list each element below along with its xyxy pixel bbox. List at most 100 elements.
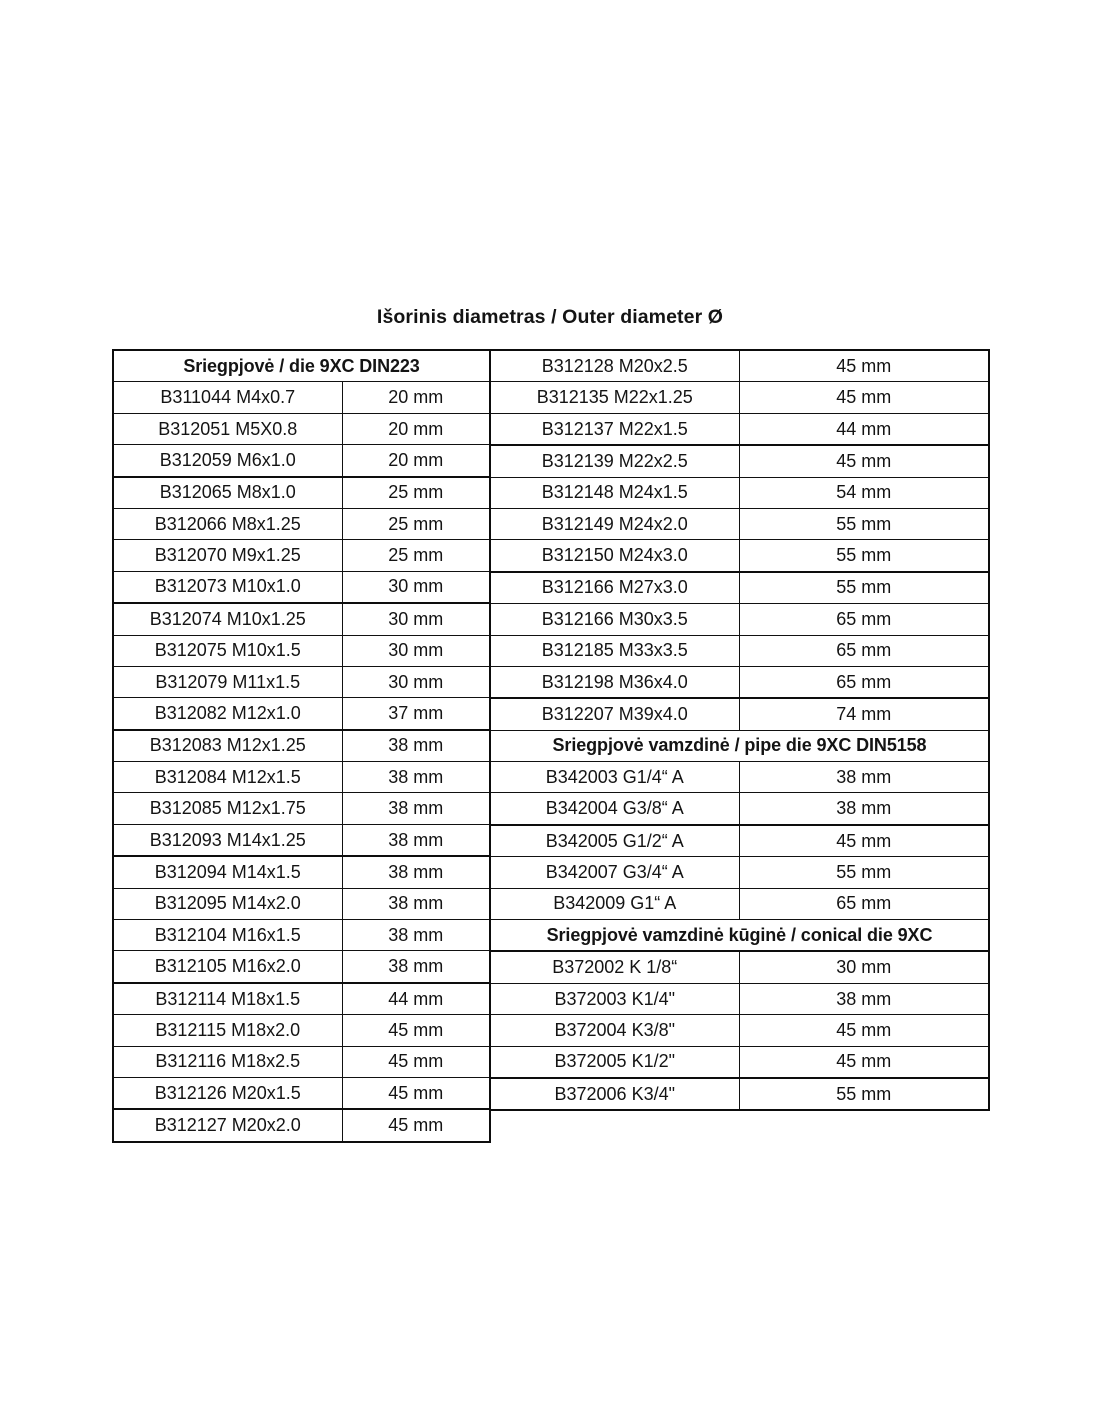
product-code-cell: B312059 M6x1.0	[112, 444, 343, 478]
outer-diameter-cell: 25 mm	[341, 476, 492, 509]
product-code-cell: B342005 G1/2“ A	[489, 824, 740, 858]
table-row: B312207 M39x4.0 74 mm	[489, 697, 990, 731]
table-row: B342009 G1“ A 65 mm	[489, 887, 990, 921]
outer-diameter-cell: 20 mm	[341, 444, 492, 478]
table-row: B312185 M33x3.5 65 mm	[489, 634, 990, 667]
product-code-cell: B372004 K3/8"	[489, 1014, 740, 1047]
table-row: B312082 M12x1.0 37 mm	[112, 697, 492, 731]
table-row: B312166 M27x3.0 55 mm	[489, 571, 990, 605]
outer-diameter-cell: 30 mm	[341, 570, 492, 605]
product-code-cell: B312198 M36x4.0	[489, 665, 740, 700]
product-code-cell: B342009 G1“ A	[489, 887, 740, 921]
table-row: B372005 K1/2" 45 mm	[489, 1045, 990, 1079]
table-row: B342003 G1/4“ A 38 mm	[489, 761, 990, 794]
product-code-cell: B372005 K1/2"	[489, 1045, 740, 1079]
product-code-cell: B312139 M22x2.5	[489, 444, 740, 478]
outer-diameter-cell: 45 mm	[341, 1076, 492, 1111]
product-code-cell: B312085 M12x1.75	[112, 792, 343, 825]
outer-diameter-cell: 44 mm	[738, 412, 990, 447]
die-table-right: B312128 M20x2.5 45 mm B312135 M22x1.25 45 m…	[489, 349, 990, 1112]
outer-diameter-cell: 30 mm	[738, 950, 990, 984]
table-row: B312115 M18x2.0 45 mm	[112, 1014, 492, 1047]
table-row: B312051 M5X0.8 20 mm	[112, 412, 492, 446]
product-code-cell: B312150 M24x3.0	[489, 539, 740, 573]
outer-diameter-cell: 38 mm	[738, 792, 990, 826]
outer-diameter-cell: 55 mm	[738, 1077, 990, 1112]
table-row: B312073 M10x1.0 30 mm	[112, 570, 492, 605]
table-row: B342007 G3/4“ A 55 mm	[489, 856, 990, 889]
outer-diameter-cell: 55 mm	[738, 571, 990, 605]
product-code-cell: B342004 G3/8“ A	[489, 792, 740, 826]
table-row: B312066 M8x1.25 25 mm	[112, 507, 492, 541]
product-code-cell: B312093 M14x1.25	[112, 823, 343, 858]
outer-diameter-cell: 55 mm	[738, 856, 990, 889]
outer-diameter-cell: 54 mm	[738, 476, 990, 509]
product-code-cell: B312185 M33x3.5	[489, 634, 740, 667]
table-row: B312074 M10x1.25 30 mm	[112, 602, 492, 636]
table-row: B312114 M18x1.5 44 mm	[112, 982, 492, 1016]
product-code-cell: B312073 M10x1.0	[112, 570, 343, 605]
product-code-cell: B312166 M30x3.5	[489, 603, 740, 636]
table-row: B312083 M12x1.25 38 mm	[112, 729, 492, 763]
outer-diameter-cell: 20 mm	[341, 381, 492, 414]
table-row: B312137 M22x1.5 44 mm	[489, 412, 990, 447]
table-row: B312094 M14x1.5 38 mm	[112, 855, 492, 889]
product-code-cell: B372003 K1/4"	[489, 982, 740, 1016]
product-code-cell: B312137 M22x1.5	[489, 412, 740, 447]
product-code-cell: B312116 M18x2.5	[112, 1045, 343, 1078]
table-section-row: Sriegpjovė / die 9XC DIN223	[111, 349, 492, 383]
table-row: B312166 M30x3.5 65 mm	[489, 603, 990, 636]
product-code-cell: B312065 M8x1.0	[112, 476, 343, 509]
product-code-cell: B372002 K 1/8“	[489, 950, 740, 984]
outer-diameter-cell: 65 mm	[738, 634, 990, 667]
table-row: B372003 K1/4" 38 mm	[489, 982, 990, 1016]
outer-diameter-cell: 37 mm	[341, 697, 492, 731]
product-code-cell: B312128 M20x2.5	[489, 349, 740, 383]
outer-diameter-cell: 38 mm	[341, 950, 492, 984]
product-code-cell: B312148 M24x1.5	[489, 476, 740, 509]
table-row: B312075 M10x1.5 30 mm	[112, 634, 492, 667]
product-code-cell: B312105 M16x2.0	[112, 950, 343, 984]
section-header-label: Sriegpjovė vamzdinė kūginė / conical die…	[489, 919, 990, 953]
outer-diameter-cell: 30 mm	[341, 634, 492, 667]
outer-diameter-cell: 55 mm	[738, 539, 990, 573]
section-header-label: Sriegpjovė vamzdinė / pipe die 9XC DIN51…	[489, 729, 990, 763]
table-row: B312198 M36x4.0 65 mm	[489, 665, 990, 700]
table-row: B312135 M22x1.25 45 mm	[489, 381, 990, 414]
table-row: B312079 M11x1.5 30 mm	[112, 665, 492, 699]
outer-diameter-cell: 38 mm	[341, 823, 492, 858]
table-row: B312104 M16x1.5 38 mm	[112, 919, 492, 952]
product-code-cell: B312127 M20x2.0	[112, 1108, 343, 1143]
table-row: B312085 M12x1.75 38 mm	[112, 792, 492, 825]
outer-diameter-cell: 38 mm	[341, 855, 492, 889]
outer-diameter-cell: 44 mm	[341, 982, 492, 1016]
table-row: B312084 M12x1.5 38 mm	[112, 761, 492, 794]
table-row: B372006 K3/4" 55 mm	[489, 1077, 990, 1112]
outer-diameter-cell: 55 mm	[738, 507, 990, 541]
outer-diameter-cell: 30 mm	[341, 602, 492, 636]
outer-diameter-cell: 38 mm	[341, 729, 492, 763]
product-code-cell: B312084 M12x1.5	[112, 761, 343, 794]
product-code-cell: B312066 M8x1.25	[112, 507, 343, 541]
outer-diameter-cell: 45 mm	[738, 1014, 990, 1047]
page-title: Išorinis diametras / Outer diameter Ø	[376, 306, 724, 328]
outer-diameter-cell: 45 mm	[341, 1045, 492, 1078]
outer-diameter-cell: 38 mm	[738, 761, 990, 794]
product-code-cell: B312149 M24x2.0	[489, 507, 740, 541]
product-code-cell: B312075 M10x1.5	[112, 634, 343, 667]
outer-diameter-cell: 45 mm	[738, 824, 990, 858]
table-row: B342004 G3/8“ A 38 mm	[489, 792, 990, 826]
product-code-cell: B312079 M11x1.5	[112, 665, 343, 699]
table-row: B312065 M8x1.0 25 mm	[112, 476, 492, 509]
product-code-cell: B312051 M5X0.8	[112, 412, 343, 446]
product-code-cell: B342003 G1/4“ A	[489, 761, 740, 794]
table-row: B312148 M24x1.5 54 mm	[489, 476, 990, 509]
outer-diameter-cell: 30 mm	[341, 665, 492, 699]
table-row: B312127 M20x2.0 45 mm	[112, 1108, 492, 1143]
die-table-left: Sriegpjovė / die 9XC DIN223 B311044 M4x0.…	[111, 349, 492, 1143]
outer-diameter-cell: 45 mm	[341, 1014, 492, 1047]
table-row: B312059 M6x1.0 20 mm	[112, 444, 492, 478]
product-code-cell: B312135 M22x1.25	[489, 381, 740, 414]
table-section-row: Sriegpjovė vamzdinė kūginė / conical die…	[489, 919, 990, 953]
